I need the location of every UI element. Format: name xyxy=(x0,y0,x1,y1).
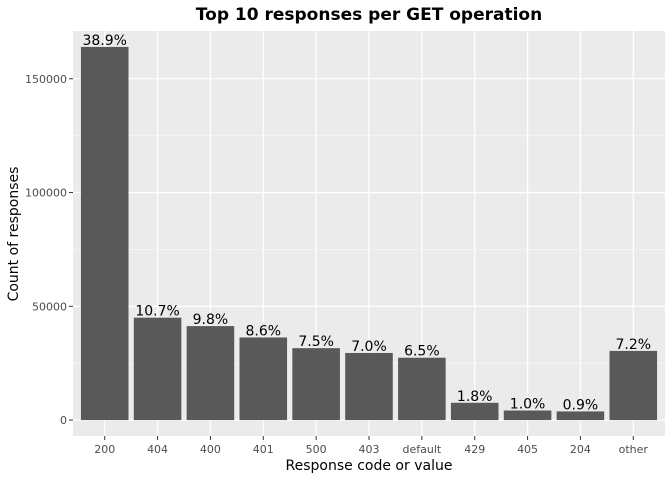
bar-data-label: 0.9% xyxy=(563,397,599,413)
x-tick-label: other xyxy=(619,443,649,456)
x-tick-label: 204 xyxy=(570,443,591,456)
chart-title: Top 10 responses per GET operation xyxy=(196,5,542,25)
bar-data-label: 10.7% xyxy=(135,304,179,320)
bar xyxy=(186,326,235,421)
bar-data-label: 6.5% xyxy=(404,344,440,360)
x-tick-label: 500 xyxy=(306,443,327,456)
bar xyxy=(345,352,393,421)
bar xyxy=(609,350,658,421)
x-tick-label: 405 xyxy=(517,443,538,456)
y-tick-label: 150000 xyxy=(25,73,67,86)
x-tick-label: 400 xyxy=(200,443,221,456)
bar xyxy=(239,337,288,421)
bar-data-label: 7.2% xyxy=(615,337,651,353)
bar xyxy=(450,402,499,421)
bar-data-label: 8.6% xyxy=(245,323,281,339)
bar xyxy=(292,348,340,421)
bar-data-label: 7.5% xyxy=(298,334,334,350)
bar-data-label: 7.0% xyxy=(351,339,387,355)
x-tick-label: 429 xyxy=(464,443,485,456)
x-tick-label: 403 xyxy=(359,443,380,456)
bar xyxy=(503,410,552,421)
bar-data-label: 38.9% xyxy=(82,33,126,49)
y-tick-label: 0 xyxy=(60,414,67,427)
bar xyxy=(398,357,446,421)
x-tick-label: 200 xyxy=(94,443,115,456)
y-tick-label: 50000 xyxy=(32,300,67,313)
bar xyxy=(133,317,182,421)
y-axis-title: Count of responses xyxy=(6,167,22,302)
y-axis: 0 50000 100000 150000 xyxy=(25,73,73,427)
x-tick-label: default xyxy=(402,443,441,456)
x-axis: 200 404 400 401 500 403 default 429 405 204 other xyxy=(94,436,648,456)
bar xyxy=(80,46,129,421)
x-tick-label: 404 xyxy=(147,443,168,456)
bar xyxy=(556,411,605,421)
y-tick-label: 100000 xyxy=(25,187,67,200)
x-tick-label: 401 xyxy=(253,443,274,456)
x-axis-title: Response code or value xyxy=(286,458,453,474)
bar-data-label: 9.8% xyxy=(193,312,229,328)
bar-data-label: 1.0% xyxy=(510,397,546,413)
bar-data-label: 1.8% xyxy=(457,389,493,405)
bars-group xyxy=(80,46,658,421)
data-labels-group: 38.9% 10.7% 9.8% 8.6% 7.5% 7.0% 6.5% 1.8% 1.0% 0.… xyxy=(82,33,651,414)
